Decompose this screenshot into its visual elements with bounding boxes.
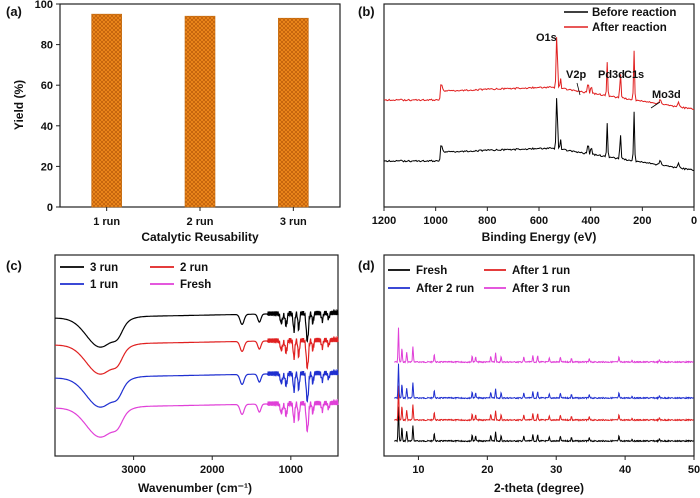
series-d-fresh (394, 406, 694, 444)
panel-d-label: (d) (358, 258, 375, 273)
peak-label-o1s: O1s (536, 32, 557, 44)
panel-d-xlabel: 2-theta (degree) (494, 481, 584, 495)
panel-c-label: (c) (6, 258, 22, 273)
legend-label-d-after-2: After 2 run (416, 283, 474, 295)
panel-d-xtick-label: 10 (412, 464, 424, 476)
panel-a-ytick-label: 60 (41, 80, 53, 92)
panel-a-ytick-label: 40 (41, 121, 53, 133)
panel-a-ytick-label: 0 (47, 202, 53, 214)
panel-a-label: (a) (6, 4, 22, 19)
bar-1-run (91, 13, 122, 208)
series-d-after-3-run (394, 327, 694, 365)
panel-a-ytick-label: 100 (35, 0, 53, 11)
legend-label-3-run: 3 run (90, 262, 118, 274)
series-3-run (55, 308, 339, 348)
peak-label-c1s: C1s (624, 69, 644, 81)
legend-label-after: After reaction (592, 22, 667, 34)
panel-c-xtick-label: 3000 (121, 464, 145, 476)
panel-c-frame (54, 254, 339, 457)
peak-label-v2p: V2p (566, 69, 586, 81)
panel-b-xtick-label: 0 (691, 215, 697, 227)
panel-a: (a) 0 20 40 60 80 100 1 run 2 run 3 run Yield (… (6, 0, 341, 244)
panel-b-xtick-label: 200 (633, 215, 651, 227)
panel-a-xtick-label: 1 run (93, 216, 120, 228)
legend-label-2-run: 2 run (180, 262, 208, 274)
arrow-v2p (576, 82, 581, 96)
bar-3-run (278, 17, 309, 208)
panel-c: (c) 3000 2000 1000 3 run 2 run 1 run Fresh… (6, 254, 339, 495)
panel-b-xtick-label: 1200 (372, 215, 396, 227)
panel-a-xlabel: Catalytic Reusability (141, 230, 259, 244)
panel-d-xtick-label: 50 (688, 464, 700, 476)
panel-c-xtick-label: 1000 (279, 464, 303, 476)
panel-b-xtick-label: 1000 (423, 215, 447, 227)
panel-a-xtick-label: 2 run (187, 216, 214, 228)
bar-2-run (184, 15, 216, 208)
panel-a-ytick-label: 80 (41, 40, 53, 52)
series-after-reaction (383, 37, 695, 111)
panel-d-frame (383, 254, 695, 457)
series-fresh (55, 398, 339, 438)
panel-a-ytick-label: 20 (41, 161, 53, 173)
panel-c-xlabel: Wavenumber (cm⁻¹) (138, 481, 252, 495)
series-2-run (55, 335, 339, 375)
legend-label-fresh: Fresh (180, 279, 211, 291)
peak-label-mo3d: Mo3d (652, 89, 681, 101)
peak-label-pd3d: Pd3d (598, 69, 625, 81)
panel-d-xtick-label: 40 (619, 464, 631, 476)
legend-label-d-after-3: After 3 run (512, 283, 570, 295)
panel-a-xtick-label: 3 run (280, 216, 307, 228)
panel-d: (d) 10 20 30 40 50 Fresh After 1 run After 2… (358, 254, 700, 495)
panel-b-xtick-label: 600 (530, 215, 548, 227)
legend-label-1-run: 1 run (90, 279, 118, 291)
panel-a-ylabel: Yield (%) (12, 80, 26, 130)
panel-d-xtick-label: 30 (550, 464, 562, 476)
legend-label-before: Before reaction (592, 7, 676, 19)
series-1-run (55, 368, 339, 408)
panel-c-xtick-label: 2000 (200, 464, 224, 476)
arrow-mo3d (650, 101, 661, 109)
panel-b-xlabel: Binding Energy (eV) (482, 230, 597, 244)
series-before-reaction (383, 98, 695, 172)
legend-label-d-fresh: Fresh (416, 265, 447, 277)
legend-label-d-after-1: After 1 run (512, 265, 570, 277)
panel-b-xtick-label: 800 (478, 215, 496, 227)
panel-b-label: (b) (358, 4, 375, 19)
series-d-after-1-run (394, 385, 694, 423)
panel-d-xtick-label: 20 (481, 464, 493, 476)
series-d-after-2-run (394, 363, 694, 401)
panel-b: (b) 1200 1000 800 600 400 200 0 Before reactio… (358, 3, 697, 244)
panel-b-xtick-label: 400 (581, 215, 599, 227)
